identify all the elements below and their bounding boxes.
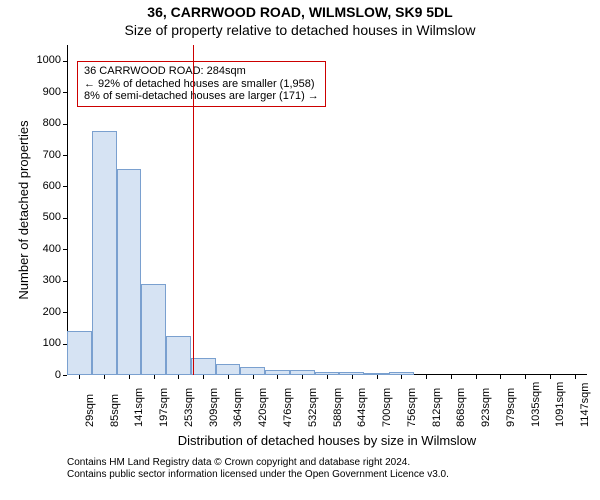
x-tick-mark <box>327 375 328 379</box>
y-tick-label: 900 <box>23 86 61 98</box>
x-tick-label: 923sqm <box>480 379 492 427</box>
x-tick-mark <box>575 375 576 379</box>
annotation-line: ← 92% of detached houses are smaller (1,… <box>84 78 319 91</box>
y-tick-label: 500 <box>23 211 61 223</box>
credits-line: Contains public sector information licen… <box>67 469 449 481</box>
histogram-bar <box>216 364 241 375</box>
x-tick-mark <box>401 375 402 379</box>
x-tick-label: 868sqm <box>455 379 467 427</box>
credits-text: Contains HM Land Registry data © Crown c… <box>67 457 449 480</box>
x-tick-label: 420sqm <box>257 379 269 427</box>
x-tick-label: 532sqm <box>307 379 319 427</box>
x-tick-mark <box>253 375 254 379</box>
y-tick-mark <box>63 218 67 219</box>
y-tick-label: 1000 <box>23 54 61 66</box>
x-tick-label: 812sqm <box>431 379 443 427</box>
y-tick-mark <box>63 61 67 62</box>
x-tick-mark <box>178 375 179 379</box>
x-tick-mark <box>550 375 551 379</box>
y-tick-label: 300 <box>23 274 61 286</box>
y-tick-label: 600 <box>23 180 61 192</box>
x-tick-label: 979sqm <box>505 379 517 427</box>
y-tick-mark <box>63 124 67 125</box>
y-tick-mark <box>63 312 67 313</box>
y-tick-label: 700 <box>23 149 61 161</box>
histogram-bar <box>191 358 216 375</box>
histogram-bar <box>141 284 166 375</box>
x-tick-label: 197sqm <box>158 379 170 427</box>
chart-container: { "titles": { "line1": "36, CARRWOOD ROA… <box>0 0 600 500</box>
histogram-bar <box>166 336 191 375</box>
y-tick-mark <box>63 249 67 250</box>
x-tick-label: 253sqm <box>183 379 195 427</box>
x-tick-label: 1035sqm <box>530 379 542 427</box>
annotation-line: 8% of semi-detached houses are larger (1… <box>84 90 319 103</box>
x-tick-mark <box>277 375 278 379</box>
x-tick-label: 1147sqm <box>579 379 591 427</box>
annotation-line: 36 CARRWOOD ROAD: 284sqm <box>84 65 319 78</box>
y-tick-mark <box>63 186 67 187</box>
y-tick-label: 100 <box>23 337 61 349</box>
chart-title-line2: Size of property relative to detached ho… <box>0 22 600 38</box>
y-tick-label: 800 <box>23 117 61 129</box>
x-tick-mark <box>104 375 105 379</box>
x-tick-label: 1091sqm <box>554 379 566 427</box>
x-tick-mark <box>302 375 303 379</box>
x-tick-mark <box>79 375 80 379</box>
x-tick-label: 141sqm <box>133 379 145 427</box>
x-tick-mark <box>500 375 501 379</box>
x-tick-label: 700sqm <box>381 379 393 427</box>
x-tick-label: 588sqm <box>332 379 344 427</box>
histogram-bar <box>92 131 117 375</box>
x-tick-mark <box>203 375 204 379</box>
reference-line <box>193 45 194 375</box>
x-tick-mark <box>476 375 477 379</box>
y-tick-mark <box>63 281 67 282</box>
x-tick-label: 364sqm <box>232 379 244 427</box>
x-tick-mark <box>129 375 130 379</box>
x-tick-mark <box>451 375 452 379</box>
histogram-bar <box>67 331 92 375</box>
x-tick-mark <box>228 375 229 379</box>
x-tick-label: 85sqm <box>109 379 121 427</box>
x-tick-mark <box>352 375 353 379</box>
x-tick-mark <box>525 375 526 379</box>
y-tick-mark <box>63 92 67 93</box>
credits-line: Contains HM Land Registry data © Crown c… <box>67 457 449 469</box>
x-tick-label: 756sqm <box>406 379 418 427</box>
y-tick-label: 400 <box>23 243 61 255</box>
y-tick-mark <box>63 155 67 156</box>
histogram-bar <box>240 367 265 375</box>
x-tick-label: 644sqm <box>356 379 368 427</box>
x-tick-mark <box>154 375 155 379</box>
annotation-box: 36 CARRWOOD ROAD: 284sqm← 92% of detache… <box>77 61 326 107</box>
x-tick-label: 29sqm <box>84 379 96 427</box>
x-tick-mark <box>377 375 378 379</box>
x-axis-label: Distribution of detached houses by size … <box>67 433 587 448</box>
y-tick-label: 0 <box>23 369 61 381</box>
x-tick-label: 309sqm <box>208 379 220 427</box>
histogram-bar <box>117 169 142 375</box>
chart-title-line1: 36, CARRWOOD ROAD, WILMSLOW, SK9 5DL <box>0 4 600 20</box>
y-tick-mark <box>63 375 67 376</box>
x-tick-label: 476sqm <box>282 379 294 427</box>
y-tick-label: 200 <box>23 306 61 318</box>
x-tick-mark <box>426 375 427 379</box>
